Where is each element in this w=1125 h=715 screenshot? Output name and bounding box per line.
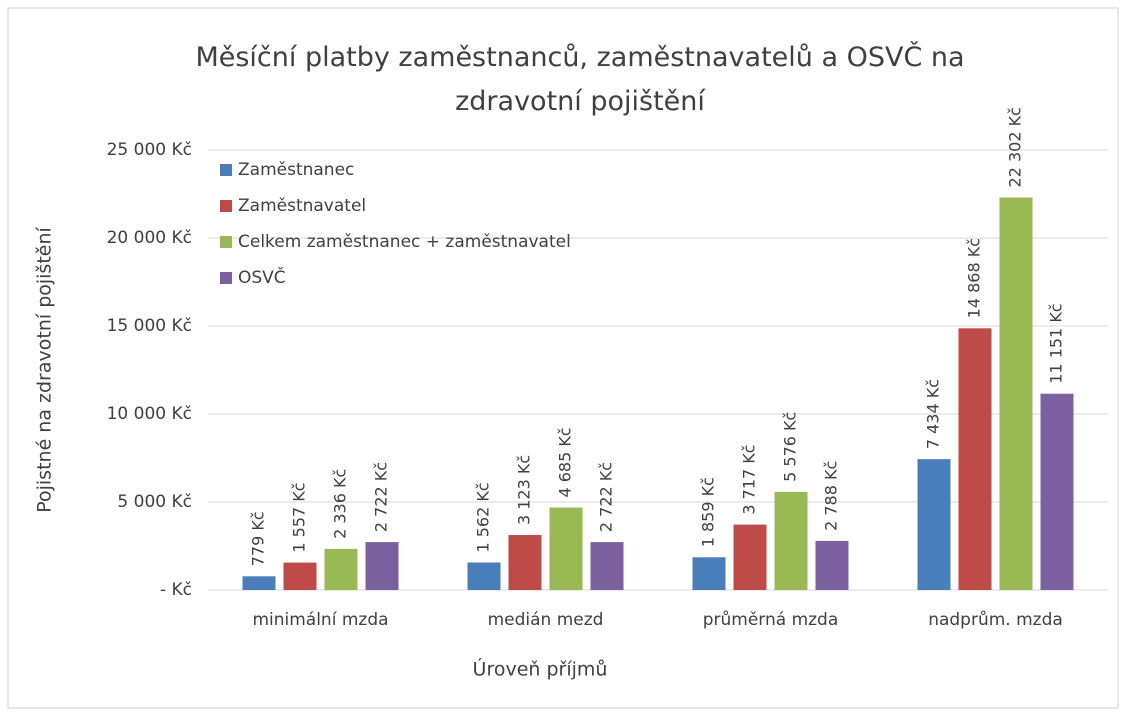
- data-label: 22 302 Kč: [1006, 107, 1025, 187]
- bar: [958, 328, 992, 590]
- y-tick-label: 5 000 Kč: [117, 492, 192, 512]
- data-label: 3 123 Kč: [515, 455, 534, 525]
- y-tick-label: 20 000 Kč: [107, 228, 192, 248]
- data-label: 2 722 Kč: [597, 462, 616, 532]
- legend-swatch: [220, 272, 232, 284]
- legend-swatch: [220, 164, 232, 176]
- bar: [692, 557, 726, 590]
- bar: [549, 507, 583, 590]
- data-label: 3 717 Kč: [740, 444, 759, 514]
- data-label: 5 576 Kč: [781, 412, 800, 482]
- bar: [467, 562, 501, 590]
- legend-label: Zaměstnavatel: [238, 196, 366, 216]
- data-label: 2 336 Kč: [331, 469, 350, 539]
- bar: [242, 576, 276, 590]
- bar: [283, 562, 317, 590]
- data-label: 11 151 Kč: [1047, 303, 1066, 383]
- bar: [774, 491, 808, 590]
- x-axis-label: Úroveň příjmů: [473, 657, 608, 681]
- data-label: 2 788 Kč: [822, 461, 841, 531]
- bar: [590, 542, 624, 590]
- legend-swatch: [220, 236, 232, 248]
- y-tick-label: - Kč: [160, 580, 192, 600]
- data-label: 4 685 Kč: [556, 427, 575, 497]
- y-axis-label: Pojistné na zdravotní pojištění: [34, 226, 56, 512]
- bar: [733, 524, 767, 590]
- legend-swatch: [220, 200, 232, 212]
- chart-border: [7, 7, 1119, 709]
- bar: [324, 548, 358, 590]
- data-label: 779 Kč: [249, 511, 268, 566]
- data-label: 2 722 Kč: [372, 462, 391, 532]
- y-tick-label: 15 000 Kč: [107, 316, 192, 336]
- bar: [999, 197, 1033, 590]
- legend-label: OSVČ: [238, 266, 286, 288]
- x-tick-label: medián mezd: [488, 610, 604, 630]
- legend-label: Celkem zaměstnanec + zaměstnavatel: [238, 232, 571, 252]
- data-label: 1 557 Kč: [290, 482, 309, 552]
- legend-label: Zaměstnanec: [238, 160, 354, 180]
- bar: [1040, 393, 1074, 590]
- data-label: 1 562 Kč: [474, 482, 493, 552]
- data-label: 7 434 Kč: [924, 379, 943, 449]
- y-tick-label: 25 000 Kč: [107, 140, 192, 160]
- y-tick-label: 10 000 Kč: [107, 404, 192, 424]
- x-tick-label: minimální mzda: [252, 610, 388, 630]
- bar: [917, 459, 951, 590]
- bar: [365, 542, 399, 590]
- data-label: 14 868 Kč: [965, 238, 984, 318]
- bar: [508, 535, 542, 590]
- x-tick-label: nadprům. mzda: [928, 610, 1063, 630]
- chart-title: Měsíční platby zaměstnanců, zaměstnavate…: [195, 41, 964, 117]
- bar: [815, 540, 849, 590]
- data-label: 1 859 Kč: [699, 477, 718, 547]
- x-tick-label: průměrná mzda: [703, 610, 839, 630]
